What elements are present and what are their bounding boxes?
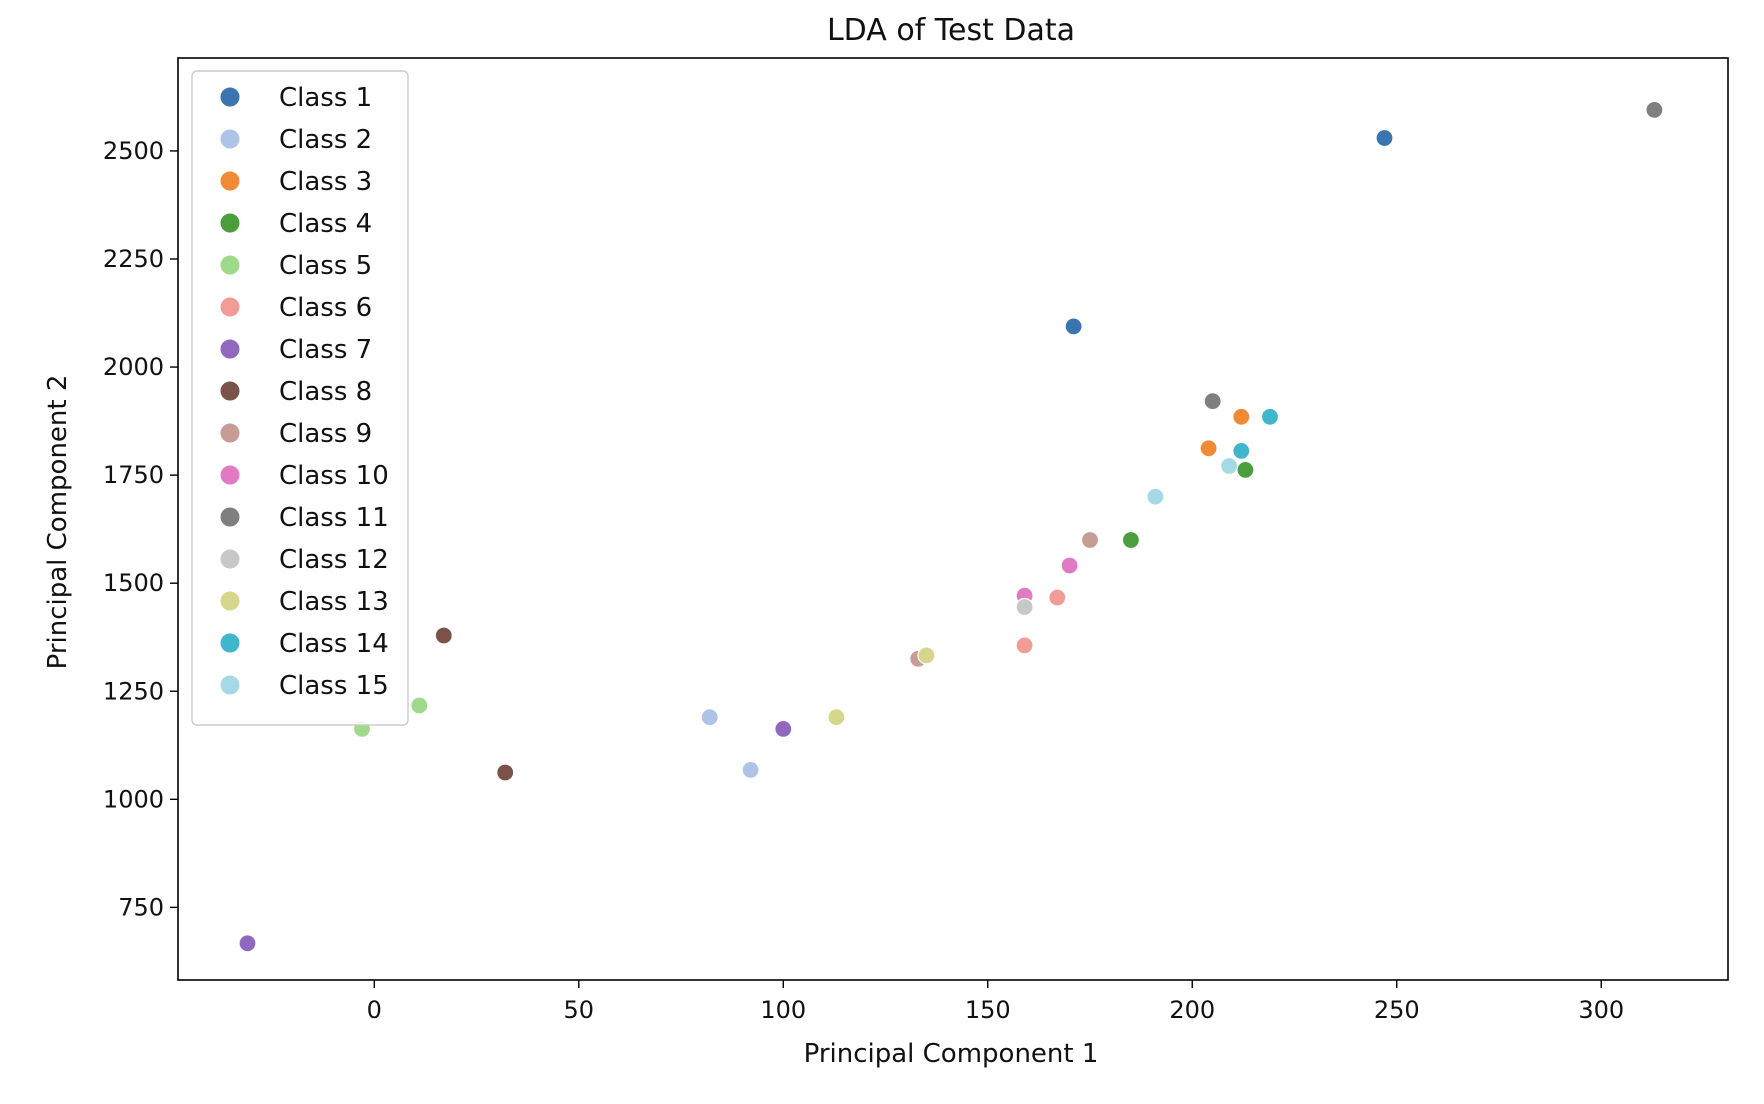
- plot-area: [177, 57, 1729, 981]
- legend-label-class-5: Class 5: [279, 251, 372, 281]
- scatter-point-class-1-2: [1064, 317, 1083, 336]
- legend-marker-class-6: [219, 296, 241, 318]
- legend-label-class-14: Class 14: [279, 629, 389, 659]
- legend-marker-class-10: [219, 464, 241, 486]
- scatter-point-class-14-1: [1260, 407, 1280, 426]
- scatter-point-class-15-1: [1146, 487, 1165, 506]
- scatter-point-class-6-1: [1048, 588, 1067, 607]
- legend-marker-class-14: [219, 632, 241, 654]
- scatter-point-class-6-2: [1015, 636, 1034, 655]
- x-tick-label: 0: [367, 996, 382, 1024]
- x-tick-label: 250: [1374, 996, 1420, 1024]
- scatter-point-class-10-1: [1060, 556, 1079, 575]
- legend-label-class-12: Class 12: [279, 545, 389, 575]
- y-tick-label: 2500: [103, 137, 164, 165]
- legend-marker-class-3: [219, 170, 241, 192]
- scatter-point-class-2-2: [741, 760, 760, 780]
- scatter-point-class-9-1: [1080, 530, 1100, 550]
- y-tick-label: 1250: [103, 677, 164, 705]
- y-axis-label: Principal Component 2: [43, 375, 73, 670]
- legend-label-class-9: Class 9: [279, 419, 372, 449]
- scatter-point-class-7-1: [774, 719, 793, 739]
- legend-marker-class-11: [219, 506, 241, 528]
- legend-box: [191, 70, 409, 726]
- scatter-point-class-11-2: [1203, 392, 1222, 411]
- legend-label-class-1: Class 1: [279, 83, 372, 113]
- scatter-point-class-4-1: [1236, 460, 1255, 479]
- legend-marker-class-1: [219, 86, 241, 108]
- scatter-point-class-5-1: [410, 696, 429, 715]
- scatter-point-class-8-2: [496, 763, 515, 782]
- scatter-point-class-7-2: [238, 934, 257, 953]
- scatter-point-class-12-1: [1015, 597, 1034, 617]
- legend-label-class-6: Class 6: [279, 293, 372, 323]
- legend-marker-class-2: [219, 128, 241, 150]
- scatter-point-class-13-1: [917, 646, 936, 665]
- y-tick-label: 1500: [103, 569, 164, 597]
- scatter-point-class-14-2: [1232, 441, 1251, 460]
- x-axis-label: Principal Component 1: [804, 1039, 1099, 1069]
- legend-marker-class-8: [219, 380, 241, 402]
- y-tick-label: 1000: [103, 785, 164, 813]
- x-tick-label: 150: [965, 996, 1011, 1024]
- x-tick-label: 200: [1169, 996, 1215, 1024]
- y-axis-ticks: 750 1000 1250 1500 1750 2000 2250 2500: [103, 137, 178, 921]
- legend-label-class-7: Class 7: [279, 335, 372, 365]
- y-tick-label: 2000: [103, 353, 164, 381]
- legend-marker-class-15: [219, 674, 241, 696]
- legend-label-class-4: Class 4: [279, 209, 372, 239]
- plot-frame: [177, 57, 1729, 981]
- y-tick-label: 750: [118, 893, 164, 921]
- legend-marker-class-5: [219, 254, 241, 276]
- scatter-point-class-4-2: [1121, 530, 1141, 550]
- y-tick-label: 1750: [103, 461, 164, 489]
- scatter-point-class-3-2: [1199, 439, 1218, 458]
- legend-marker-class-12: [219, 548, 241, 570]
- scatter-point-class-8-1: [434, 626, 453, 645]
- legend-marker-class-7: [219, 338, 241, 360]
- scatter-point-class-11-1: [1645, 100, 1664, 120]
- scatter-point-class-3-1: [1232, 407, 1251, 426]
- legend-label-class-13: Class 13: [279, 587, 389, 617]
- legend-label-class-8: Class 8: [279, 377, 372, 407]
- plot-background: [178, 58, 1728, 980]
- x-tick-label: 100: [760, 996, 806, 1024]
- x-tick-label: 300: [1578, 996, 1624, 1024]
- legend-marker-class-13: [219, 590, 241, 612]
- scatter-point-class-13-2: [827, 708, 846, 727]
- y-tick-label: 2250: [103, 245, 164, 273]
- scatter-point-class-2-1: [700, 708, 719, 727]
- legend-marker-class-4: [219, 212, 241, 234]
- legend: Class 1 Class 2 Class 3 Class 4 Class 5 Class…: [191, 70, 409, 726]
- x-axis-ticks: 0 50 100 150 200 250 300: [367, 980, 1624, 1024]
- legend-label-class-3: Class 3: [279, 167, 372, 197]
- legend-marker-class-9: [219, 422, 241, 444]
- scatter-point-class-1-1: [1375, 128, 1394, 148]
- legend-label-class-2: Class 2: [279, 125, 372, 155]
- legend-label-class-10: Class 10: [279, 461, 389, 491]
- legend-label-class-15: Class 15: [279, 671, 389, 701]
- legend-label-class-11: Class 11: [279, 503, 389, 533]
- chart-title: LDA of Test Data: [827, 13, 1075, 48]
- x-tick-label: 50: [564, 996, 595, 1024]
- scatter-point-class-15-2: [1219, 456, 1239, 476]
